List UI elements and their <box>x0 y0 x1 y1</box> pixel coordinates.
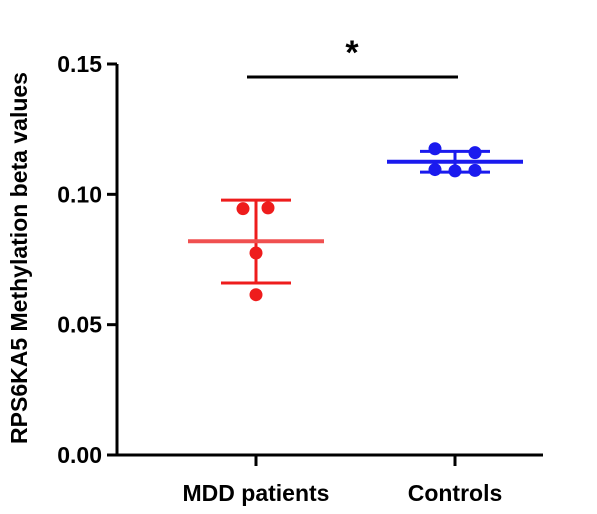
y-tick-label: 0.05 <box>57 312 102 338</box>
data-point <box>448 164 462 178</box>
significance-label: * <box>345 34 359 72</box>
x-tick-label: MDD patients <box>183 480 330 506</box>
data-point <box>468 146 482 160</box>
x-ticks: MDD patients Controls <box>183 455 503 506</box>
y-tick-label: 0.15 <box>57 51 102 77</box>
data-point <box>236 202 250 216</box>
series-group <box>387 142 523 178</box>
series-group <box>188 198 324 302</box>
data-point <box>249 246 263 260</box>
data-point <box>428 163 442 177</box>
data-point <box>468 163 482 177</box>
data-point <box>261 201 275 215</box>
data-groups <box>188 142 523 302</box>
y-ticks: 0.00 0.05 0.10 0.15 <box>57 51 117 468</box>
significance-annotation: * <box>247 34 458 79</box>
y-tick-label: 0.10 <box>57 181 102 207</box>
data-point <box>428 142 442 156</box>
data-point <box>249 288 263 302</box>
y-tick-label: 0.00 <box>57 442 102 468</box>
y-axis-title: RPS6KA5 Methylation beta values <box>6 72 32 444</box>
x-tick-label: Controls <box>408 480 503 506</box>
y-axis-title-group: RPS6KA5 Methylation beta values <box>6 72 32 444</box>
